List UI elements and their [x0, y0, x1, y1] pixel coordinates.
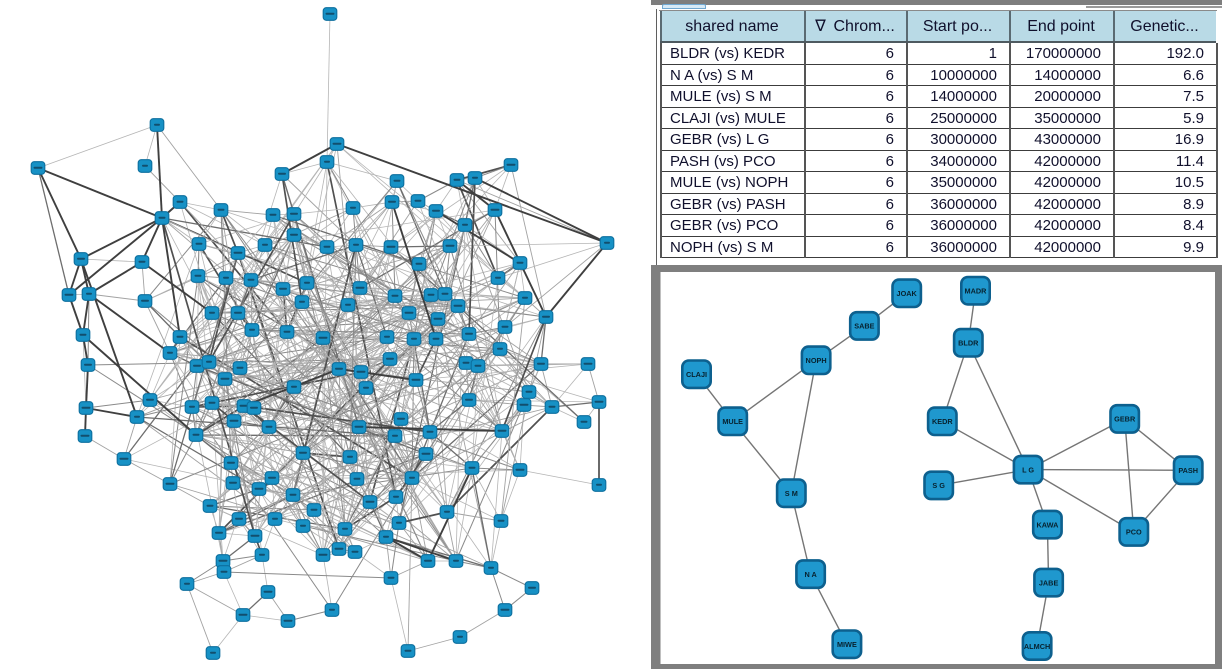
svg-text:L G: L G	[1022, 465, 1034, 474]
svg-text:S M: S M	[785, 489, 798, 498]
svg-text:MULE: MULE	[722, 417, 743, 426]
svg-text:GEBR: GEBR	[1114, 414, 1136, 423]
svg-text:N A: N A	[804, 569, 817, 578]
svg-text:KAWA: KAWA	[1036, 520, 1059, 529]
svg-text:SABE: SABE	[854, 321, 874, 330]
svg-text:PCO: PCO	[1126, 527, 1142, 536]
svg-text:JABE: JABE	[1039, 578, 1059, 587]
svg-text:MIWE: MIWE	[837, 640, 857, 649]
svg-text:KEDR: KEDR	[932, 417, 953, 426]
svg-text:CLAJI: CLAJI	[686, 370, 707, 379]
svg-text:NOPH: NOPH	[806, 356, 827, 365]
svg-text:BLDR: BLDR	[958, 338, 979, 347]
svg-text:MADR: MADR	[965, 286, 988, 295]
svg-text:S G: S G	[932, 481, 945, 490]
svg-text:ALMCH: ALMCH	[1024, 641, 1050, 650]
svg-text:PASH: PASH	[1178, 466, 1198, 475]
svg-text:JOAK: JOAK	[897, 289, 918, 298]
